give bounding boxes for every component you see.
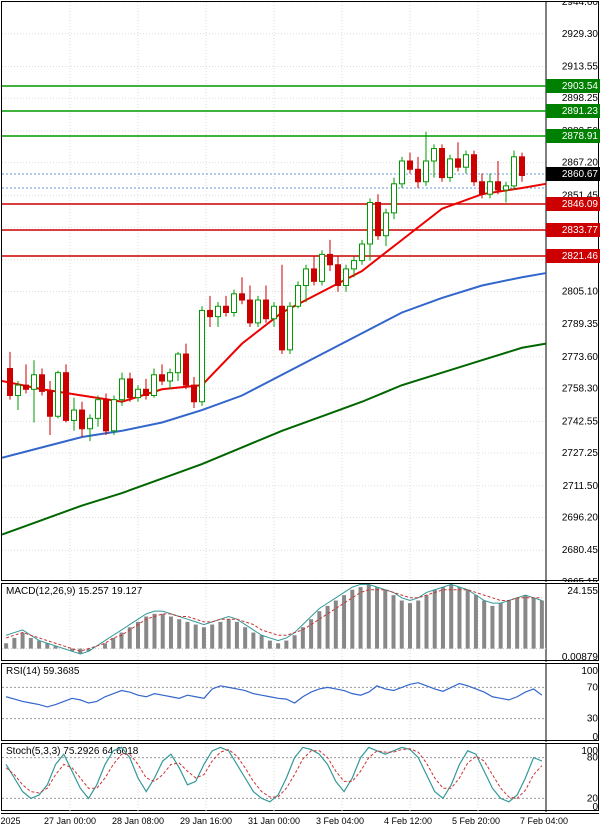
macd-panel[interactable]: MACD(12,26,9) 15.257 19.127 24.1550.0087… xyxy=(1,583,599,661)
main-price-chart[interactable]: 2944.602929.302913.552898.252882.502867.… xyxy=(1,1,599,581)
svg-text:2742.55: 2742.55 xyxy=(562,416,599,427)
svg-text:2711.50: 2711.50 xyxy=(563,481,599,492)
svg-text:2805.10: 2805.10 xyxy=(562,287,599,298)
svg-text:2898.25: 2898.25 xyxy=(562,93,599,104)
svg-text:2878.91: 2878.91 xyxy=(562,131,599,142)
svg-text:2665.15: 2665.15 xyxy=(562,577,599,582)
svg-text:2758.30: 2758.30 xyxy=(562,384,599,395)
svg-text:0.00879: 0.00879 xyxy=(562,652,599,662)
svg-text:30: 30 xyxy=(587,714,599,725)
svg-text:2821.46: 2821.46 xyxy=(562,251,599,262)
svg-text:2860.67: 2860.67 xyxy=(562,169,599,180)
svg-text:2846.09: 2846.09 xyxy=(562,199,599,210)
svg-text:2929.30: 2929.30 xyxy=(562,29,599,40)
svg-text:0: 0 xyxy=(592,732,598,742)
svg-text:2867.20: 2867.20 xyxy=(562,158,599,169)
svg-text:100: 100 xyxy=(581,666,598,677)
svg-text:2944.60: 2944.60 xyxy=(562,2,599,8)
svg-text:2913.55: 2913.55 xyxy=(562,61,599,72)
x-axis: 3 Jan 202527 Jan 00:0028 Jan 08:0029 Jan… xyxy=(1,813,599,830)
svg-text:24.155: 24.155 xyxy=(567,586,598,597)
svg-text:2680.45: 2680.45 xyxy=(562,545,599,556)
svg-text:80: 80 xyxy=(587,753,599,764)
svg-text:2773.60: 2773.60 xyxy=(562,352,599,363)
svg-text:2696.20: 2696.20 xyxy=(562,513,599,524)
svg-text:70: 70 xyxy=(587,682,599,693)
svg-text:2891.23: 2891.23 xyxy=(562,106,599,117)
svg-text:2727.25: 2727.25 xyxy=(562,448,599,459)
stoch-panel[interactable]: Stoch(5,3,3) 75.2926 64.6018 10080200 xyxy=(1,743,599,811)
svg-text:2833.77: 2833.77 xyxy=(562,225,599,236)
svg-text:2789.35: 2789.35 xyxy=(562,319,599,330)
rsi-panel[interactable]: RSI(14) 59.3685 10070300 xyxy=(1,663,599,741)
svg-text:0: 0 xyxy=(592,802,598,812)
svg-text:2903.54: 2903.54 xyxy=(562,81,599,92)
